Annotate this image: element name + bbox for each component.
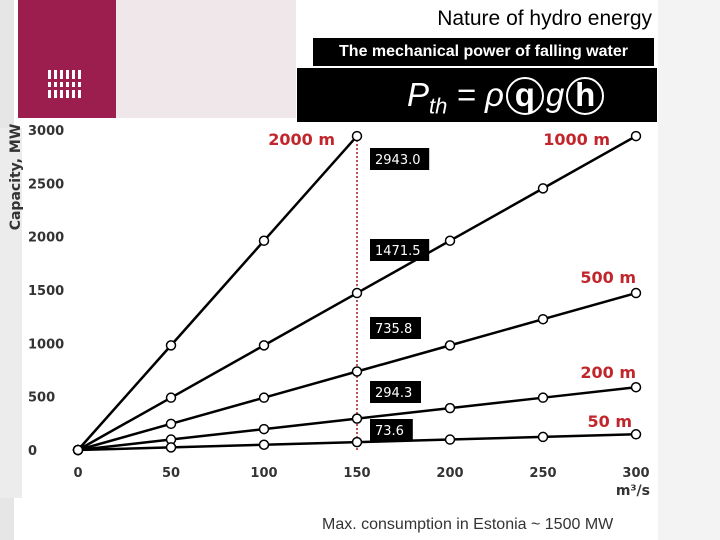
series-label: 2000 m [268,130,335,149]
data-point [351,413,363,424]
data-point [630,287,642,299]
x-tick-label: 300 [622,466,649,481]
data-point [351,287,363,299]
x-axis-label: m³/s [616,483,650,499]
series-line [77,135,358,451]
brand-band-light [116,0,296,118]
right-decoration [658,0,720,540]
x-tick-label: 200 [436,466,463,481]
y-tick-label: 2000 [28,231,64,246]
slide-subtitle: The mechanical power of falling water [313,38,654,66]
y-axis-label: Capacity, MW [8,124,24,231]
data-point [258,423,270,435]
data-point [537,431,549,443]
data-point [258,235,270,246]
x-tick-label: 0 [73,466,82,481]
data-point [351,130,363,142]
formula-h: h [566,77,605,115]
series-label: 50 m [587,412,632,431]
formula-sub: th [429,93,448,119]
data-point [72,444,84,456]
series-label: 200 m [580,363,636,382]
y-tick-label: 2500 [28,177,64,192]
formula-q: q [505,77,544,115]
data-point [444,402,456,414]
y-tick-label: 0 [28,444,37,459]
data-point [258,439,270,451]
annotation-label: 735.8 [375,322,412,337]
formula-p: P [407,76,430,113]
data-point [165,340,177,351]
formula-g: g [545,76,565,113]
data-point [351,366,363,377]
data-point [351,436,363,448]
side-panel [0,128,22,498]
formula-eq: = ρ [447,76,504,113]
data-point [537,313,549,325]
y-tick-label: 3000 [28,124,64,139]
y-tick-label: 1500 [28,284,64,299]
series-label: 500 m [580,268,636,287]
data-point [444,340,456,351]
x-tick-label: 100 [250,466,277,481]
brand-band [18,0,116,118]
data-point [630,429,642,440]
data-point [165,442,177,453]
data-point [258,340,270,351]
annotation-label: 73.6 [375,424,404,439]
annotation-box [370,381,421,403]
series-label: 1000 m [543,130,610,149]
x-tick-label: 250 [529,466,556,481]
data-point [165,392,177,403]
annotation-label: 2943.0 [375,153,421,168]
annotation-box [370,148,430,170]
data-point [444,235,456,246]
x-tick-label: 150 [343,466,370,481]
university-logo [48,70,82,98]
slide-title: Nature of hydro energy [437,7,652,30]
x-tick-label: 50 [162,466,180,481]
data-point [630,130,642,142]
y-tick-label: 500 [28,391,55,406]
footer-note: Max. consumption in Estonia ~ 1500 MW [322,516,614,533]
data-point [165,418,177,430]
data-point [630,381,642,393]
annotation-label: 1471.5 [375,244,421,259]
annotation-box [370,419,413,441]
data-point [537,392,549,403]
data-point [258,392,270,403]
annotation-box [370,239,430,261]
y-tick-label: 1000 [28,337,64,352]
data-point [444,434,456,445]
annotation-box [370,317,421,339]
annotation-label: 294.3 [375,386,412,401]
data-point [537,183,549,194]
